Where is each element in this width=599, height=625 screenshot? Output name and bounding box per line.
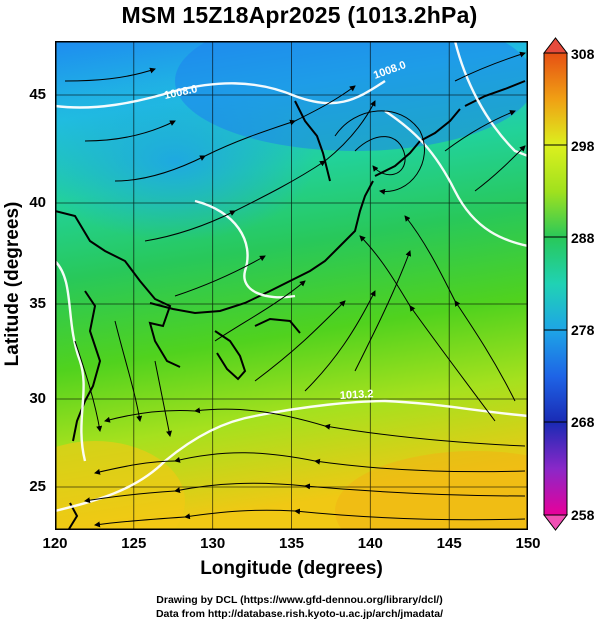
x-tick-label: 140 (357, 535, 383, 552)
y-axis-label: Latitude (degrees) (2, 201, 23, 367)
map-plot-area: 1008.0 1008.0 1013.2 (55, 41, 528, 530)
y-tick-label: 25 (29, 478, 46, 495)
x-tick-label: 125 (121, 535, 147, 552)
x-tick-label: 120 (42, 535, 68, 552)
colorbar-tick-label: 288 (571, 230, 595, 246)
colorbar-tick-label: 308 (571, 46, 595, 62)
colorbar-tick-label: 298 (571, 138, 595, 154)
colorbar-tick-label: 268 (571, 414, 595, 430)
warm-air-region (335, 451, 528, 530)
colorbar-body (543, 52, 568, 516)
colorbar (543, 37, 568, 531)
colorbar-tick-label: 258 (571, 507, 595, 523)
y-tick-label: 45 (29, 86, 46, 103)
x-axis-label: Longitude (degrees) (200, 558, 383, 579)
isobar-label: 1013.2 (340, 388, 374, 402)
chart-title: MSM 15Z18Apr2025 (1013.2hPa) (121, 2, 478, 28)
colorbar-lower-arrow (543, 514, 568, 531)
wind-streamlines (64, 51, 526, 528)
y-tick-label: 30 (29, 390, 46, 407)
cold-air-region (175, 41, 528, 151)
x-tick-label: 135 (278, 535, 305, 552)
coastlines (55, 80, 526, 530)
x-tick-label: 150 (515, 535, 541, 552)
isobar-contours (55, 41, 528, 513)
x-tick-label: 130 (200, 535, 226, 552)
data-credit: Data from http://database.rish.kyoto-u.a… (155, 608, 444, 620)
plot-frame (55, 41, 528, 530)
warm-air-region (55, 441, 185, 530)
drawing-credit: Drawing by DCL (https://www.gfd-dennou.o… (156, 594, 443, 606)
y-tick-label: 35 (29, 295, 46, 312)
y-tick-label: 40 (29, 194, 46, 211)
colorbar-tick-label: 278 (571, 322, 595, 338)
colorbar-upper-arrow (543, 37, 568, 54)
x-tick-label: 145 (436, 535, 462, 552)
